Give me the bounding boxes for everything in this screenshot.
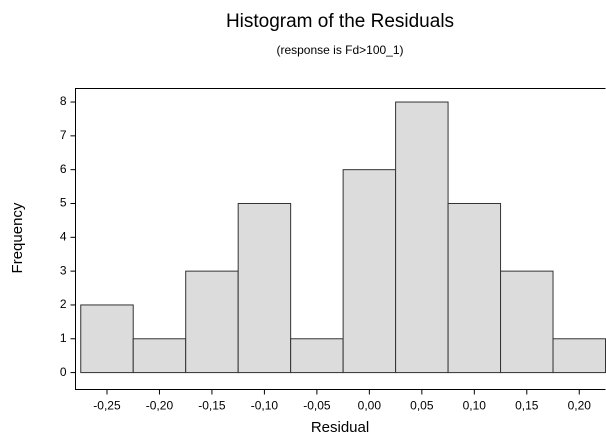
y-tick-label: 7 <box>60 128 67 142</box>
x-tick-label: -0,05 <box>303 399 331 413</box>
x-tick-label: 0,05 <box>410 399 434 413</box>
bar <box>290 338 344 374</box>
x-tick-label: 0,20 <box>568 399 592 413</box>
x-axis-title: Residual <box>311 419 369 436</box>
bar <box>500 270 554 374</box>
chart-title: Histogram of the Residuals <box>226 11 454 32</box>
bar <box>80 304 134 374</box>
y-tick-label: 6 <box>60 162 67 176</box>
bar <box>132 338 187 374</box>
y-tick-label: 2 <box>60 297 67 311</box>
y-tick-label: 4 <box>60 229 67 243</box>
y-axis-title: Frequency <box>9 202 26 273</box>
x-tick-label: 0,15 <box>515 399 539 413</box>
y-tick-label: 0 <box>60 365 67 379</box>
bar <box>395 101 449 374</box>
bar <box>342 169 397 374</box>
x-tick-label: -0,10 <box>251 399 279 413</box>
chart-subtitle: (response is Fd>100_1) <box>276 43 403 57</box>
x-tick-label: 0,00 <box>358 399 382 413</box>
bar <box>447 202 502 374</box>
bar <box>185 270 239 374</box>
x-tick-label: -0,15 <box>198 399 226 413</box>
x-tick-label: -0,20 <box>146 399 174 413</box>
y-tick-label: 1 <box>60 331 67 345</box>
plot-frame <box>75 88 606 390</box>
x-tick-label: 0,10 <box>463 399 487 413</box>
x-tick-label: -0,25 <box>93 399 121 413</box>
bar <box>237 202 292 374</box>
bar <box>552 338 606 374</box>
y-tick-label: 5 <box>60 196 67 210</box>
y-tick-label: 8 <box>60 94 67 108</box>
y-tick-label: 3 <box>60 263 67 277</box>
